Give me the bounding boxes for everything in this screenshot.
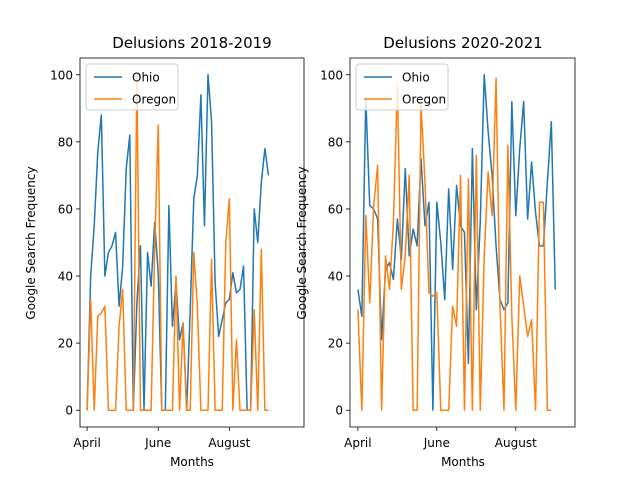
series-line-oregon (86, 74, 269, 411)
y-tick-label: 0 (335, 404, 343, 418)
y-tick-label: 100 (320, 68, 343, 82)
y-tick-label: 80 (58, 135, 73, 149)
x-tick-label: June (144, 436, 171, 450)
legend-label-ohio: Ohio (132, 71, 160, 85)
series-line-oregon (357, 77, 552, 411)
y-tick-label: 80 (328, 135, 343, 149)
y-tick-label: 20 (328, 337, 343, 351)
subplot-2020-2021: Delusions 2020-2021 0 20 40 60 80 100 April Ju… (295, 34, 576, 469)
plot-frame-2018-2019 (79, 57, 305, 428)
x-tick-label: August (208, 436, 250, 450)
legend-label-ohio: Ohio (402, 71, 430, 85)
y-axis-2018-2019: 0 20 40 60 80 100 (50, 68, 80, 418)
y-axis-label-2018-2019: Google Search Frequency (24, 166, 38, 319)
y-axis-2020-2021: 0 20 40 60 80 100 (320, 68, 350, 418)
x-axis-2018-2019: April June August (73, 427, 251, 450)
subplot-2018-2019: Delusions 2018-2019 0 20 40 60 80 100 April Ju… (24, 34, 305, 469)
y-tick-label: 60 (58, 202, 73, 216)
x-tick-label: June (423, 436, 450, 450)
y-tick-label: 40 (328, 270, 343, 284)
legend-label-oregon: Oregon (402, 93, 446, 107)
plot-frame-2020-2021 (349, 57, 576, 428)
y-axis-label-2020-2021: Google Search Frequency (295, 166, 309, 319)
x-tick-label: April (344, 436, 371, 450)
legend-2018-2019: Ohio Oregon (85, 63, 179, 111)
x-tick-label: April (73, 436, 100, 450)
y-tick-label: 40 (58, 270, 73, 284)
legend-label-oregon: Oregon (132, 93, 176, 107)
series-lines-2020-2021 (357, 74, 557, 411)
x-axis-label-2018-2019: Months (170, 455, 214, 469)
series-lines-2018-2019 (86, 74, 270, 411)
y-tick-label: 0 (65, 404, 73, 418)
series-line-ohio (86, 74, 270, 411)
y-tick-label: 60 (328, 202, 343, 216)
legend-2020-2021: Ohio Oregon (355, 63, 449, 111)
chart-title-2018-2019: Delusions 2018-2019 (112, 34, 271, 52)
x-axis-label-2020-2021: Months (441, 455, 485, 469)
x-axis-2020-2021: April June August (344, 427, 537, 450)
y-tick-label: 100 (50, 68, 73, 82)
chart-title-2020-2021: Delusions 2020-2021 (383, 34, 542, 52)
y-tick-label: 20 (58, 337, 73, 351)
x-tick-label: August (495, 436, 537, 450)
